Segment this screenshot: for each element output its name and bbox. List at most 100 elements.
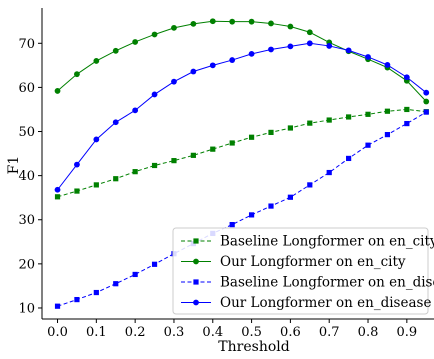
data-point — [268, 203, 274, 209]
series-line — [57, 108, 427, 198]
data-point — [345, 47, 352, 54]
data-point — [113, 281, 119, 287]
data-point — [132, 271, 138, 278]
data-point — [287, 43, 294, 50]
data-point — [54, 186, 61, 193]
data-point — [326, 43, 333, 49]
data-point — [132, 169, 138, 175]
y-tick-label: 30 — [18, 213, 35, 228]
data-point — [287, 194, 293, 200]
data-point — [287, 23, 294, 30]
y-tick-label: 40 — [18, 169, 35, 184]
series-1 — [54, 106, 429, 200]
legend-label: Baseline Longformer on en_city — [220, 234, 434, 250]
y-tick-label: 60 — [18, 81, 35, 96]
data-point — [307, 182, 313, 188]
data-point — [54, 88, 61, 94]
data-point — [209, 62, 216, 69]
x-tick-label: 0.7 — [319, 325, 340, 340]
y-tick-label: 70 — [18, 37, 35, 52]
data-point — [384, 62, 391, 68]
data-point — [54, 303, 61, 309]
x-tick-label: 0.4 — [202, 325, 223, 340]
data-point — [306, 29, 313, 36]
legend-item-3: Baseline Longformer on en_disease — [181, 275, 434, 291]
series-4 — [54, 40, 430, 193]
data-point — [93, 136, 100, 143]
data-point — [132, 107, 139, 114]
data-point — [93, 182, 99, 188]
data-point — [171, 78, 177, 85]
data-point — [93, 58, 100, 64]
data-point — [404, 106, 410, 113]
data-point — [190, 152, 196, 158]
data-point — [229, 18, 236, 25]
data-point — [248, 212, 255, 218]
data-point — [423, 89, 430, 96]
data-point — [423, 98, 430, 105]
x-tick-label: 0.3 — [164, 325, 185, 340]
legend-item-4: Our Longformer on en_disease — [181, 295, 431, 311]
x-tick-label: 0.2 — [125, 325, 146, 340]
data-point — [74, 161, 80, 168]
data-point — [404, 120, 410, 127]
data-point — [74, 188, 80, 194]
legend-label: Baseline Longformer on en_disease — [220, 275, 434, 291]
data-point — [248, 18, 255, 25]
legend-marker — [193, 299, 199, 306]
series-line — [57, 111, 427, 307]
x-tick-label: 0.5 — [241, 325, 262, 340]
data-point — [384, 132, 391, 138]
data-point — [384, 108, 391, 114]
data-point — [151, 261, 158, 267]
data-point — [229, 140, 235, 146]
legend-marker — [193, 238, 199, 244]
data-point — [268, 46, 274, 53]
data-point — [151, 31, 158, 38]
data-point — [54, 194, 61, 200]
y-tick-label: 10 — [18, 301, 35, 316]
data-point — [423, 109, 429, 115]
x-tick-label: 0.0 — [47, 325, 68, 340]
x-axis-label: Threshold — [218, 339, 289, 354]
data-point — [287, 125, 293, 131]
data-point — [268, 129, 274, 135]
data-point — [365, 111, 371, 117]
data-point — [112, 47, 119, 54]
data-point — [306, 40, 313, 47]
x-tick-label: 0.1 — [86, 325, 107, 340]
data-point — [132, 39, 139, 45]
y-tick-label: 50 — [18, 125, 35, 140]
data-point — [307, 120, 313, 126]
data-point — [74, 71, 80, 78]
x-tick-label: 0.9 — [396, 325, 417, 340]
legend-marker — [193, 279, 199, 285]
data-point — [403, 74, 410, 81]
data-point — [93, 289, 99, 296]
data-point — [268, 20, 274, 27]
data-point — [365, 54, 371, 60]
series-2 — [54, 18, 430, 105]
data-point — [151, 162, 158, 169]
legend-frame — [172, 227, 429, 315]
data-point — [210, 146, 216, 152]
legend: Baseline Longformer on en_city Our Longfo… — [172, 227, 434, 315]
x-tick-label: 0.8 — [358, 325, 379, 340]
y-axis-label: F1 — [6, 156, 22, 175]
legend-label: Our Longformer on en_city — [220, 254, 406, 270]
data-point — [112, 119, 119, 126]
data-point — [74, 296, 80, 303]
data-point — [248, 50, 255, 57]
x-tick-label: 0.6 — [280, 325, 301, 340]
data-point — [346, 114, 352, 120]
data-point — [346, 155, 352, 162]
data-point — [190, 20, 197, 27]
data-point — [151, 91, 158, 98]
data-point — [326, 169, 332, 176]
data-point — [171, 158, 177, 164]
data-point — [229, 57, 236, 63]
legend-label: Our Longformer on en_disease — [220, 295, 431, 311]
series-line — [57, 20, 427, 102]
